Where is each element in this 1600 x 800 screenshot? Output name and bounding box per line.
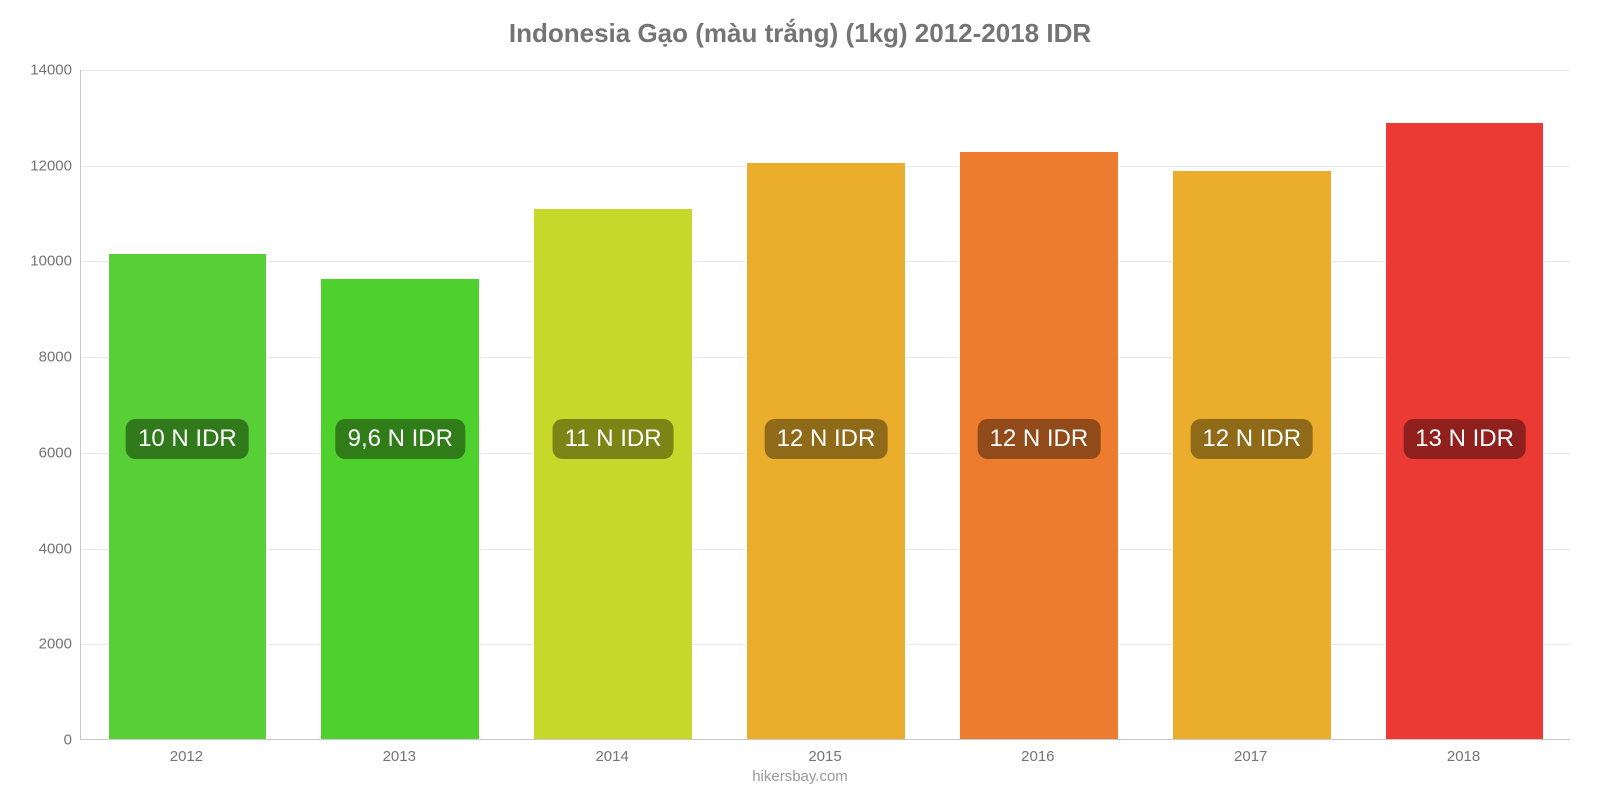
chart-source: hikersbay.com bbox=[0, 768, 1600, 785]
x-axis-tick: 2015 bbox=[808, 748, 841, 765]
bar-value-label: 12 N IDR bbox=[1190, 419, 1313, 459]
y-axis-tick: 8000 bbox=[10, 349, 80, 366]
bar bbox=[320, 278, 480, 739]
bar-chart: Indonesia Gạo (màu trắng) (1kg) 2012-201… bbox=[0, 0, 1600, 800]
x-axis-tick: 2013 bbox=[383, 748, 416, 765]
bar-value-label: 12 N IDR bbox=[977, 419, 1100, 459]
gridline bbox=[81, 70, 1570, 71]
bar-value-label: 10 N IDR bbox=[126, 419, 249, 459]
x-axis-tick: 2012 bbox=[170, 748, 203, 765]
x-axis-tick: 2014 bbox=[595, 748, 628, 765]
bar-value-label: 9,6 N IDR bbox=[336, 419, 465, 459]
bar-value-label: 12 N IDR bbox=[765, 419, 888, 459]
y-axis-tick: 6000 bbox=[10, 444, 80, 461]
bar-value-label: 11 N IDR bbox=[553, 419, 674, 459]
chart-title: Indonesia Gạo (màu trắng) (1kg) 2012-201… bbox=[0, 18, 1600, 49]
x-axis-tick: 2017 bbox=[1234, 748, 1267, 765]
bar-value-label: 13 N IDR bbox=[1403, 419, 1526, 459]
y-axis-tick: 14000 bbox=[10, 62, 80, 79]
bar bbox=[533, 208, 693, 739]
y-axis-tick: 10000 bbox=[10, 253, 80, 270]
bar bbox=[108, 253, 268, 739]
y-axis-tick: 4000 bbox=[10, 540, 80, 557]
x-axis-tick: 2016 bbox=[1021, 748, 1054, 765]
y-axis-tick: 0 bbox=[10, 732, 80, 749]
y-axis-tick: 2000 bbox=[10, 636, 80, 653]
plot-area: 10 N IDR 9,6 N IDR 11 N IDR 12 N IDR 12 N ID… bbox=[80, 70, 1570, 740]
x-axis-tick: 2018 bbox=[1447, 748, 1480, 765]
y-axis-tick: 12000 bbox=[10, 157, 80, 174]
